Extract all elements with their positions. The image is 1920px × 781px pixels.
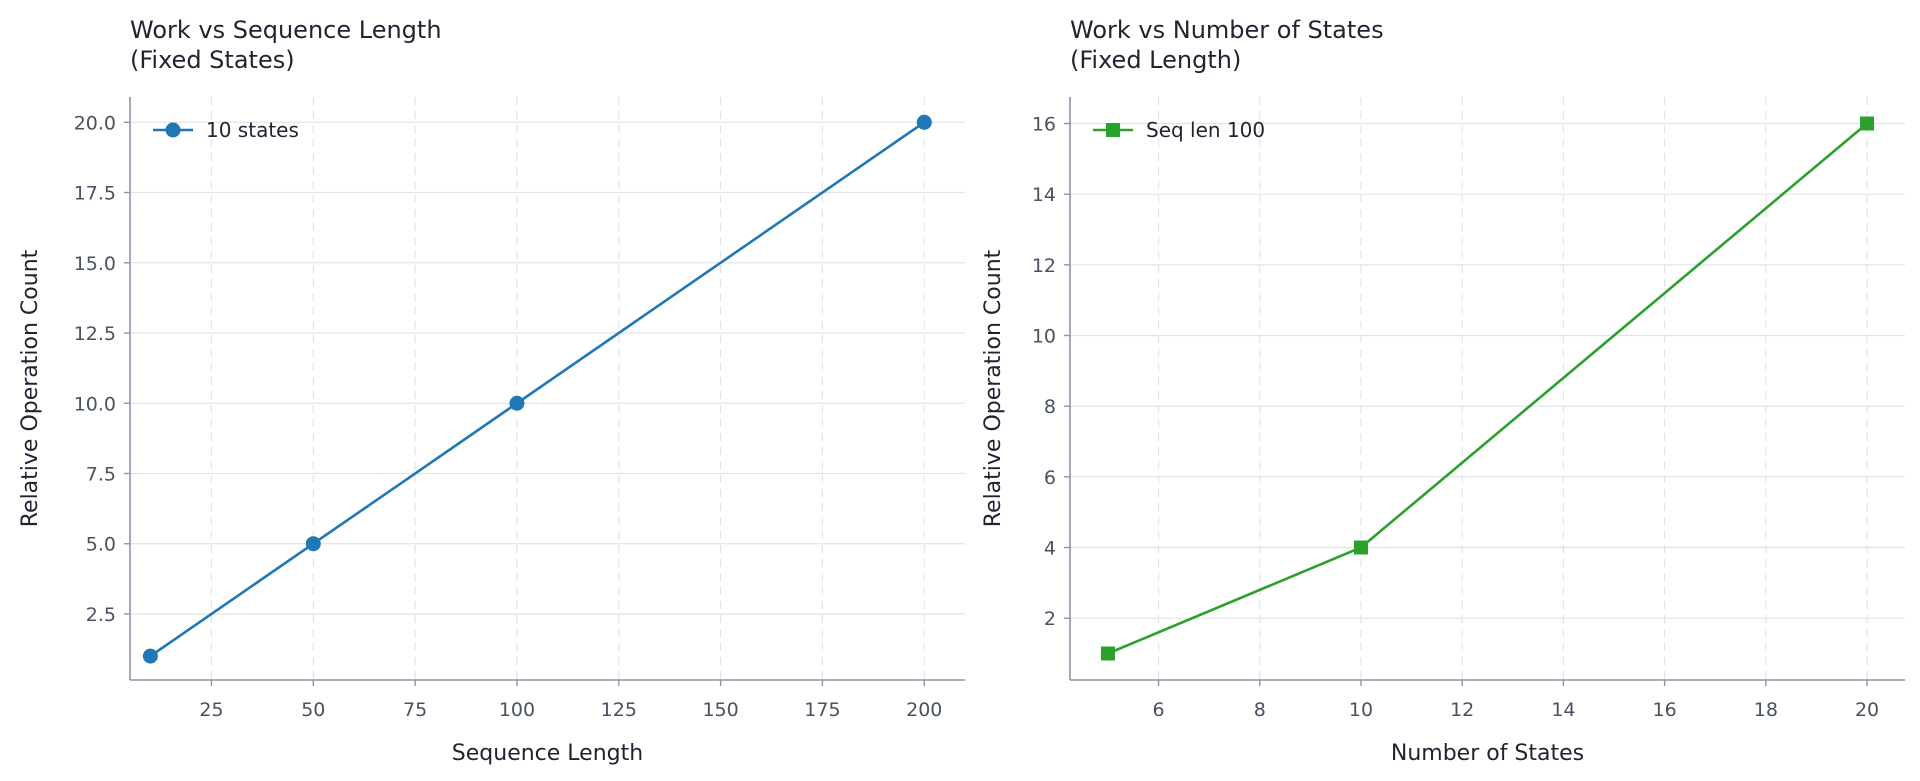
chart-title-line: Work vs Sequence Length — [130, 16, 442, 44]
y-tick-label: 12.5 — [74, 323, 116, 345]
y-tick-label: 5.0 — [86, 534, 116, 556]
x-tick-label: 150 — [702, 699, 738, 721]
y-tick-label: 15.0 — [74, 253, 116, 275]
series-line — [1107, 122, 1868, 655]
x-tick-label: 20 — [1855, 699, 1879, 721]
x-tick-label: 25 — [199, 699, 223, 721]
chart-title-line: (Fixed Length) — [1070, 46, 1241, 74]
y-tick-label: 12 — [1032, 255, 1056, 277]
data-point — [1353, 540, 1368, 555]
x-tick-label: 12 — [1450, 699, 1474, 721]
x-tick-label: 50 — [301, 699, 325, 721]
data-point — [509, 395, 525, 411]
y-tick-label: 20.0 — [74, 112, 116, 134]
y-tick-label: 14 — [1032, 184, 1056, 206]
data-point — [305, 536, 321, 552]
x-axis-label: Sequence Length — [452, 741, 643, 766]
y-tick-label: 7.5 — [86, 463, 116, 485]
data-point — [916, 114, 932, 130]
y-tick-label: 10.0 — [74, 393, 116, 415]
y-tick-label: 2 — [1044, 608, 1056, 630]
chart-title: Work vs Sequence Length (Fixed States) — [130, 16, 442, 74]
chart-1: 2.5 5.0 7.5 10.0 12.5 15.0 17.5 20.0 25 50 75 100 12… — [18, 16, 965, 766]
data-point — [142, 648, 158, 664]
x-axis-label: Number of States — [1391, 741, 1584, 766]
x-tick-label: 175 — [804, 699, 840, 721]
legend-label: Seq len 100 — [1146, 118, 1265, 142]
x-tick-label: 8 — [1254, 699, 1266, 721]
y-tick-label: 2.5 — [86, 604, 116, 626]
y-tick-label: 4 — [1044, 538, 1056, 560]
legend-marker — [165, 122, 181, 138]
x-tick-label: 16 — [1653, 699, 1677, 721]
y-tick-label: 17.5 — [74, 183, 116, 205]
series-line — [149, 121, 926, 658]
chart-title-line: (Fixed States) — [130, 46, 295, 74]
x-tick-label: 100 — [499, 699, 535, 721]
chart-title: Work vs Number of States (Fixed Length) — [1070, 16, 1384, 74]
x-tick-label: 18 — [1754, 699, 1778, 721]
x-tick-label: 10 — [1349, 699, 1373, 721]
y-tick-label: 10 — [1032, 326, 1056, 348]
x-tick-label: 14 — [1551, 699, 1575, 721]
legend-label: 10 states — [206, 118, 299, 142]
data-point — [1860, 116, 1875, 131]
y-tick-label: 16 — [1032, 114, 1056, 136]
y-tick-label: 6 — [1044, 467, 1056, 489]
x-tick-label: 125 — [601, 699, 637, 721]
data-point — [1100, 646, 1115, 661]
y-axis-label: Relative Operation Count — [18, 249, 43, 527]
y-tick-label: 8 — [1044, 396, 1056, 418]
chart-2: 2 4 6 8 10 12 14 16 6 8 10 12 14 16 18 20 Work vs Number… — [981, 16, 1905, 766]
x-tick-label: 200 — [906, 699, 942, 721]
legend-marker — [1106, 123, 1120, 137]
x-tick-label: 6 — [1153, 699, 1165, 721]
chart-title-line: Work vs Number of States — [1070, 16, 1384, 44]
x-tick-label: 75 — [403, 699, 427, 721]
y-axis-label: Relative Operation Count — [981, 249, 1006, 527]
